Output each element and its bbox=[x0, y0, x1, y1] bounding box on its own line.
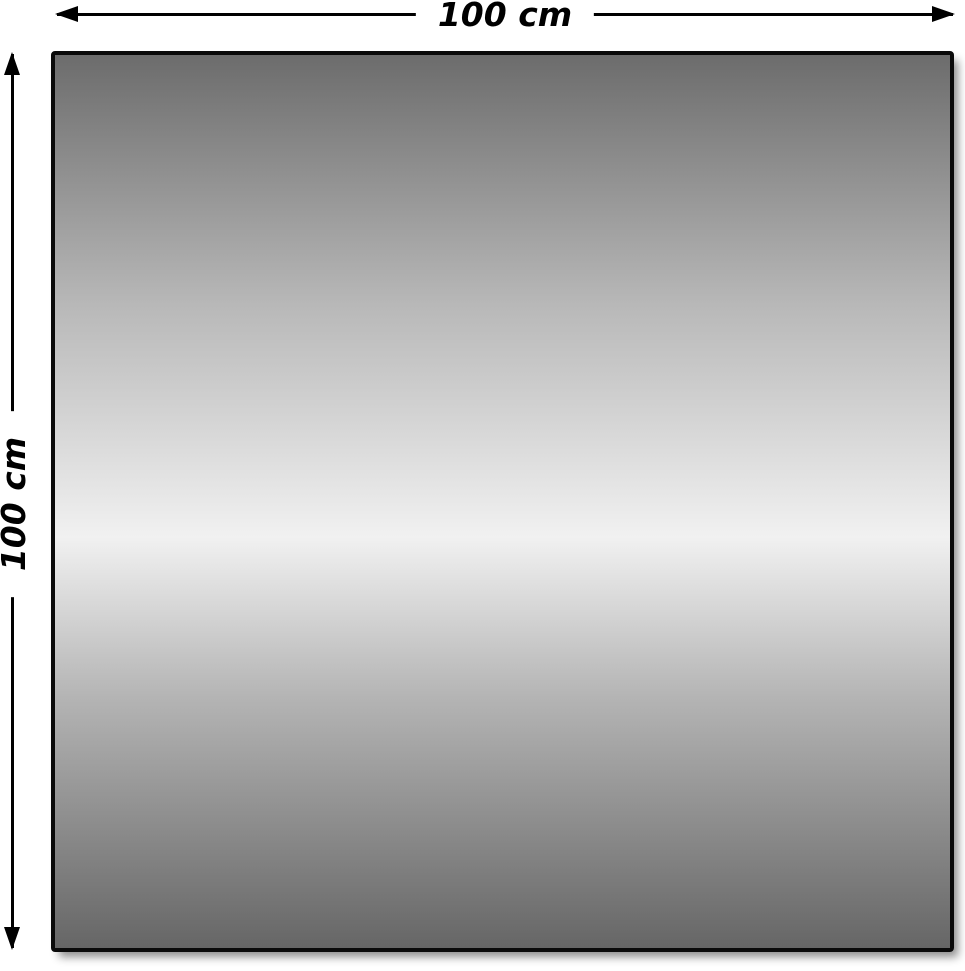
arrow-down-icon bbox=[4, 927, 20, 950]
width-dimension-label: 100 cm bbox=[415, 0, 595, 34]
height-dimension: 100 cm bbox=[0, 52, 36, 950]
height-dimension-label: 100 cm bbox=[0, 410, 33, 598]
arrow-right-icon bbox=[932, 6, 955, 22]
gradient-panel bbox=[51, 51, 954, 952]
width-dimension: 100 cm bbox=[55, 0, 955, 36]
arrow-up-icon bbox=[4, 52, 20, 75]
arrow-left-icon bbox=[55, 6, 78, 22]
